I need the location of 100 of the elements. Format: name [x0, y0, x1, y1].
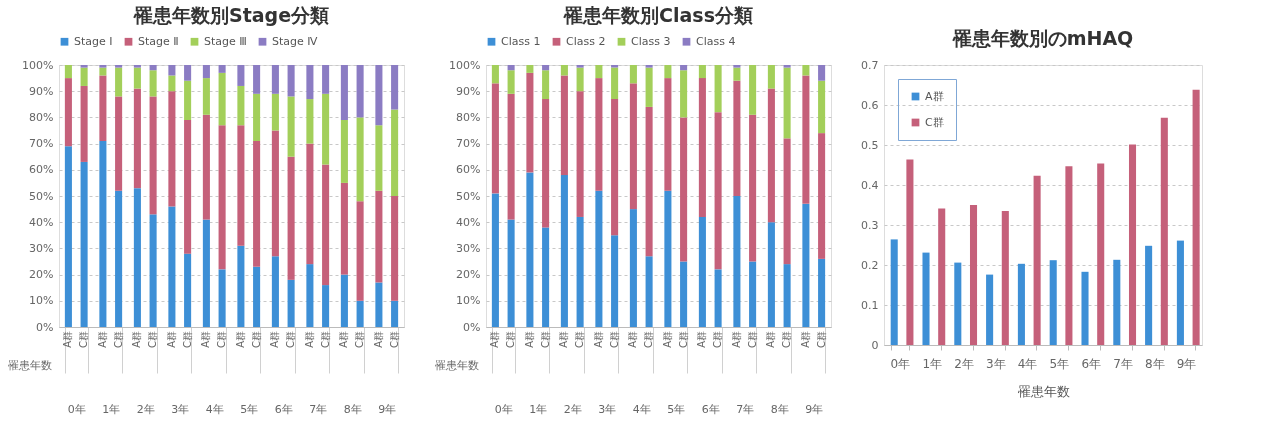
bar	[542, 70, 550, 100]
y-tick-label: 50%	[29, 189, 54, 203]
bar	[749, 261, 757, 327]
bar	[954, 262, 962, 345]
bar	[969, 205, 978, 345]
bar	[271, 65, 279, 94]
text: 3年	[598, 402, 617, 416]
bar	[306, 65, 314, 100]
x-tick-label: C群	[78, 331, 90, 348]
y-tick-label: 0.2	[861, 258, 879, 272]
bar	[802, 75, 810, 204]
bar	[218, 269, 226, 327]
bar	[680, 117, 688, 262]
y-tick-label: 90%	[456, 84, 481, 98]
bar	[391, 109, 399, 196]
bar	[287, 279, 295, 327]
bar	[1033, 175, 1041, 345]
bar	[253, 140, 261, 267]
bar	[149, 70, 157, 97]
bar	[184, 80, 192, 121]
bar	[664, 65, 672, 79]
bar	[938, 208, 946, 345]
x-tick-label: A群	[303, 331, 315, 348]
bar	[1176, 240, 1184, 345]
bar	[149, 96, 157, 215]
x-tick-label: A群	[696, 331, 708, 348]
bar	[340, 120, 348, 183]
bar	[356, 300, 364, 327]
y-tick-label: 30%	[456, 241, 481, 255]
bar	[1017, 263, 1025, 345]
bar	[733, 67, 741, 81]
y-tick-label: 0.1	[861, 298, 879, 312]
bar	[629, 209, 637, 327]
bar	[202, 65, 210, 79]
y-tick-label: 0%	[36, 320, 54, 334]
bar	[340, 274, 348, 327]
text: 2年	[136, 402, 155, 416]
bar	[576, 91, 584, 217]
legend-label: Class 3	[631, 34, 671, 48]
y-tick-label: 100%	[22, 58, 54, 72]
x-tick-label: A群	[131, 331, 143, 348]
text: 4年	[632, 402, 651, 416]
bar	[340, 65, 348, 121]
bar	[202, 219, 210, 327]
bar	[99, 140, 107, 327]
bar	[680, 70, 688, 118]
bar	[80, 161, 88, 327]
bar	[271, 130, 279, 257]
bar	[491, 65, 499, 84]
bar	[906, 159, 914, 345]
y-tick-label: 0%	[463, 320, 481, 334]
bar	[356, 117, 364, 202]
y-tick-label: 0.4	[861, 178, 879, 192]
y-tick-label: 10%	[456, 294, 481, 308]
bar	[595, 65, 603, 79]
bar	[491, 193, 499, 327]
bar	[611, 235, 619, 327]
text: 8年	[770, 402, 789, 416]
bar	[767, 222, 775, 327]
bar	[611, 67, 619, 100]
bar	[645, 67, 653, 107]
bar	[1097, 163, 1105, 345]
bar	[356, 201, 364, 301]
text: 0年	[494, 402, 513, 416]
y-tick-label: 70%	[456, 137, 481, 151]
bar	[1145, 245, 1153, 345]
text: 1年	[102, 402, 121, 416]
bar	[237, 125, 245, 246]
text: 6年	[274, 402, 293, 416]
bar	[115, 190, 123, 327]
bar	[645, 106, 653, 257]
x-tick-label: C群	[112, 331, 124, 348]
bar	[698, 78, 706, 217]
bar	[576, 216, 584, 327]
x-tick-label: A群	[489, 331, 501, 348]
y-tick-label: 10%	[29, 294, 54, 308]
bar	[218, 125, 226, 270]
bar	[202, 114, 210, 220]
bar	[64, 146, 72, 327]
x-tick-label: C群	[746, 331, 758, 348]
x-tick-label: 3年	[985, 356, 1006, 371]
bar	[64, 65, 72, 79]
y-tick-label: 70%	[29, 137, 54, 151]
x-tick-label: A群	[234, 331, 246, 348]
x-tick-label: A群	[627, 331, 639, 348]
bar	[645, 256, 653, 327]
legend-label: C群	[925, 115, 944, 129]
bar	[80, 67, 88, 86]
bar	[115, 65, 123, 68]
x-axis-title: 罹患年数	[1016, 383, 1070, 399]
bar	[1065, 166, 1073, 345]
x-tick-label: A群	[523, 331, 535, 348]
bar	[714, 112, 722, 270]
bar	[287, 65, 295, 97]
bar	[271, 256, 279, 327]
bar	[611, 99, 619, 236]
y-tick-label: 80%	[29, 110, 54, 124]
bar	[306, 143, 314, 265]
legend-label: Stage Ⅲ	[204, 34, 247, 48]
bar	[922, 252, 930, 345]
